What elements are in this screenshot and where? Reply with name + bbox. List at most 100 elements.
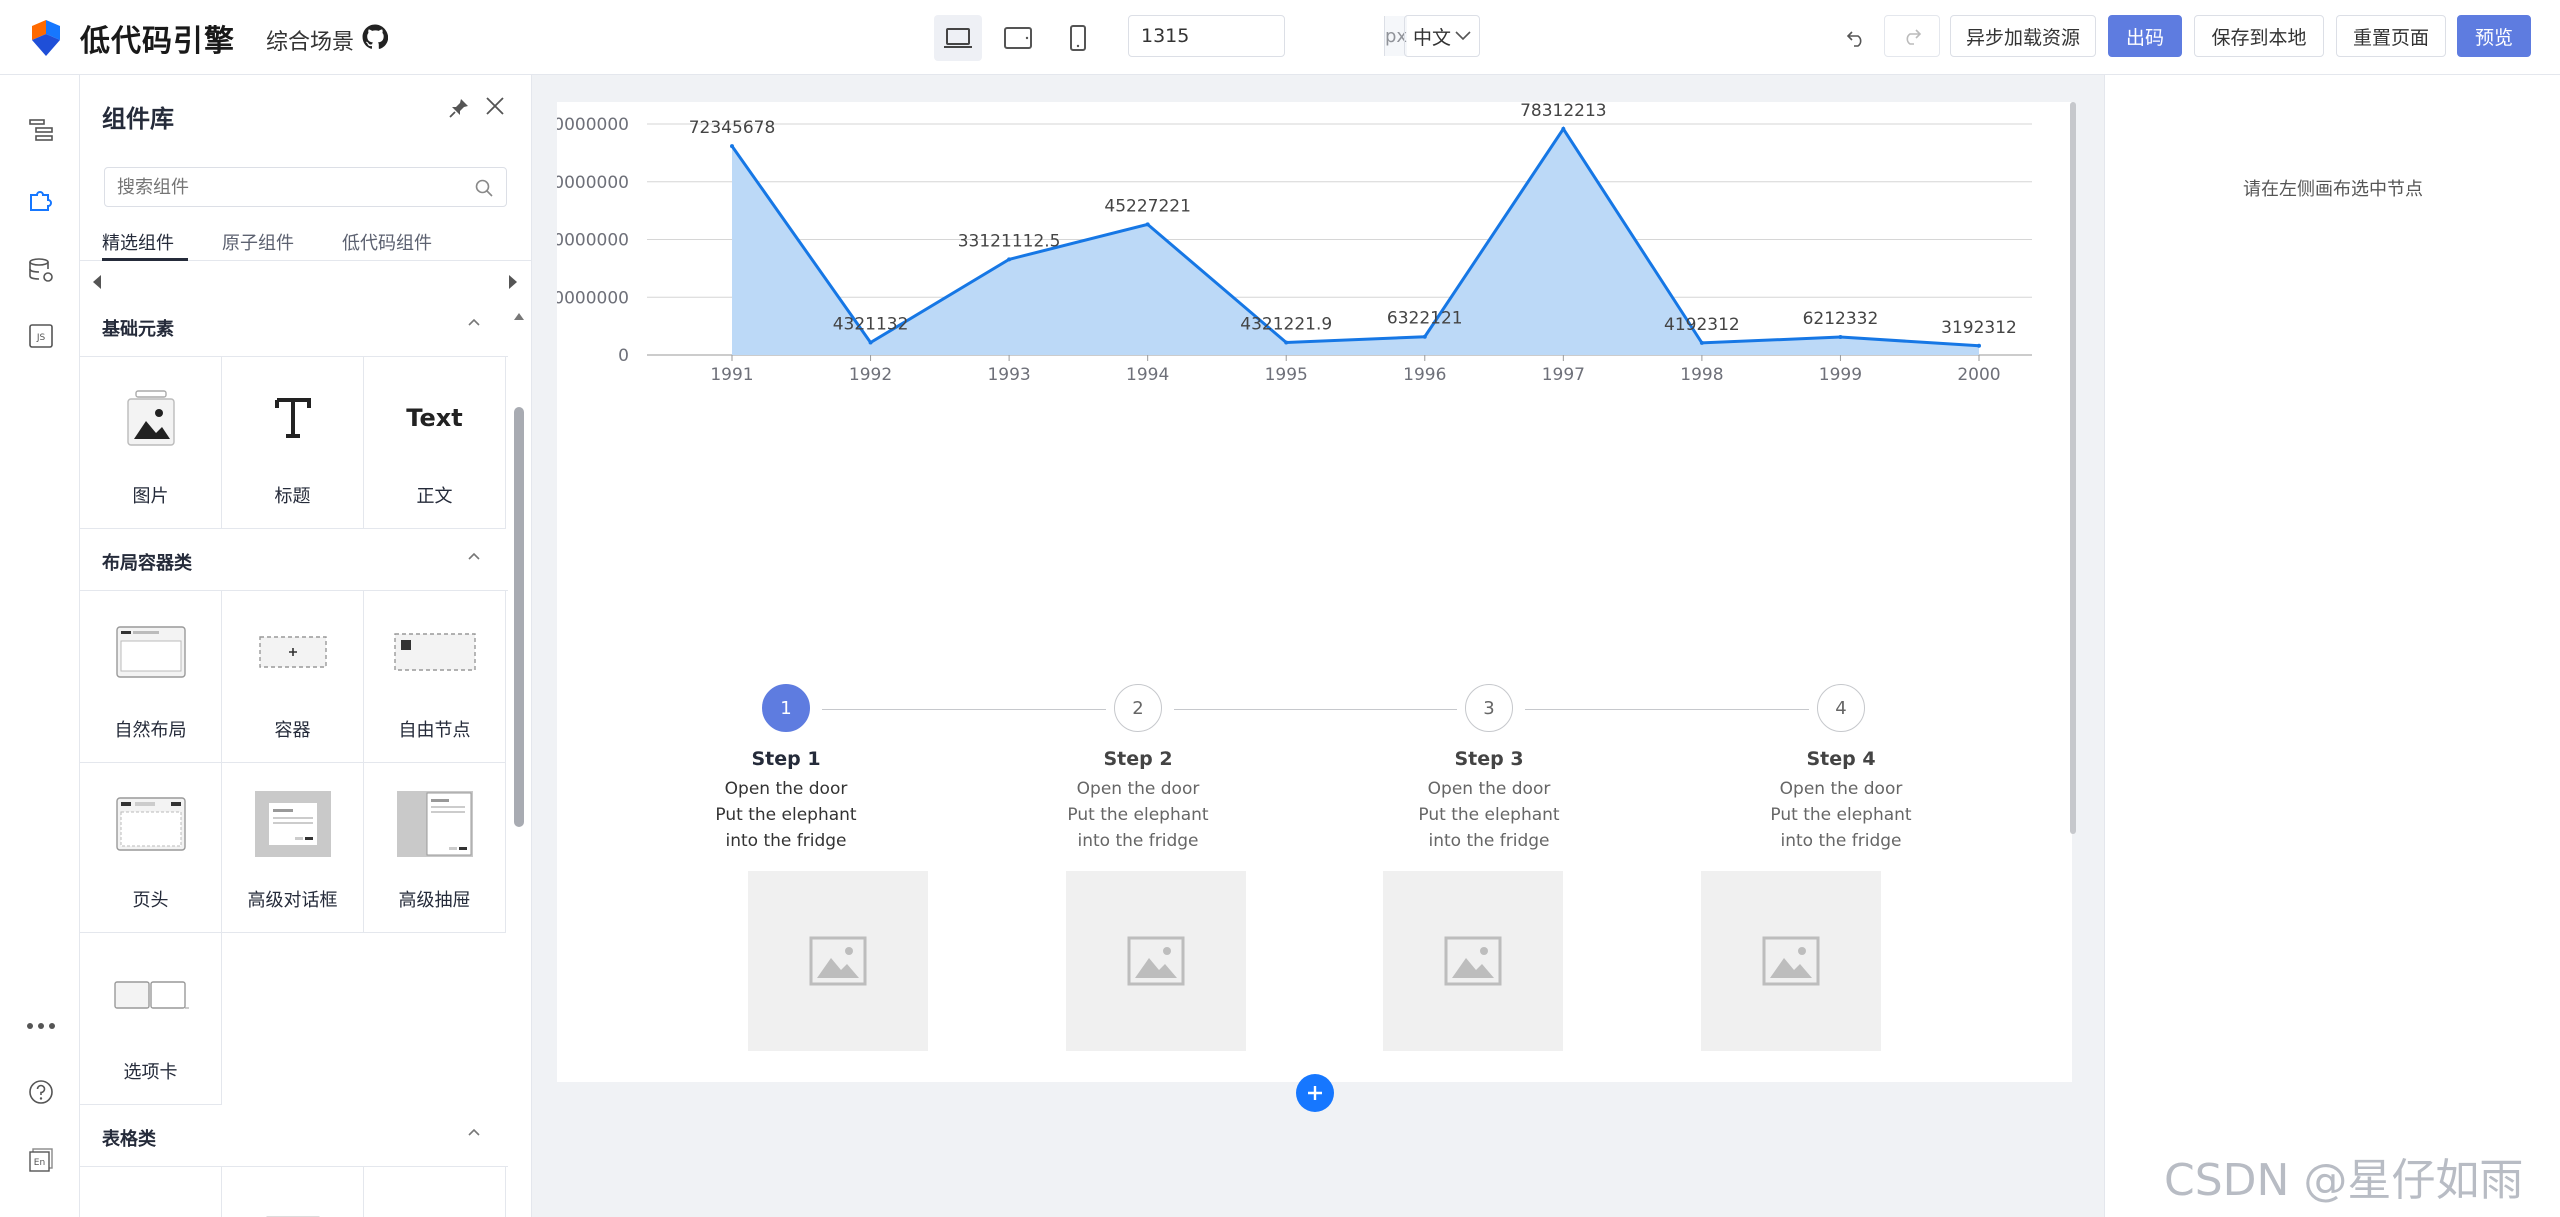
language-switch-button[interactable]: En <box>24 1143 58 1177</box>
component-table-item[interactable] <box>364 1167 506 1217</box>
data-label: 72345678 <box>689 118 776 138</box>
tablet-device-button[interactable] <box>994 15 1042 61</box>
data-point[interactable] <box>1284 340 1289 345</box>
tabs-component-icon <box>113 981 189 1009</box>
scroll-up-icon <box>514 313 524 320</box>
step-1[interactable]: 1 Step 1 Open the door Put the elephant … <box>711 684 861 854</box>
caret-right-icon[interactable] <box>508 275 518 289</box>
data-point[interactable] <box>1561 126 1566 131</box>
natural-layout-icon <box>115 626 186 678</box>
add-section-button[interactable] <box>1296 1074 1334 1112</box>
github-icon[interactable] <box>362 24 389 56</box>
data-point[interactable] <box>1977 343 1981 348</box>
component-panel: 组件库 精选组件 原子组件 低代码组件 基础元素 图片 标题 Text <box>80 75 532 1217</box>
more-button[interactable] <box>24 1009 58 1043</box>
x-tick-label: 1993 <box>987 365 1030 385</box>
image-placeholder[interactable] <box>748 871 928 1051</box>
undo-button[interactable] <box>1840 22 1872 54</box>
close-panel-button[interactable] <box>484 95 506 121</box>
step-connector <box>822 709 1106 710</box>
data-point[interactable] <box>868 340 873 345</box>
section-tables[interactable]: 表格类 <box>80 1105 508 1167</box>
component-table-item[interactable] <box>222 1167 364 1217</box>
section-layout-containers[interactable]: 布局容器类 <box>80 529 508 591</box>
data-point[interactable] <box>1007 257 1012 262</box>
step-description: Open the door Put the elephant into the … <box>715 779 857 851</box>
help-button[interactable] <box>24 1075 58 1109</box>
width-unit: px <box>1384 16 1408 56</box>
component-advanced-drawer[interactable]: 高级抽屉 <box>364 763 506 933</box>
table-component-icon <box>266 1216 319 1217</box>
section-basic-elements[interactable]: 基础元素 <box>80 295 508 357</box>
component-tabs[interactable]: 选项卡 <box>80 933 222 1105</box>
image-placeholder[interactable] <box>1066 871 1246 1051</box>
app-logo[interactable]: 低代码引擎 <box>28 18 235 59</box>
data-point[interactable] <box>1699 340 1704 345</box>
image-placeholder[interactable] <box>1701 871 1881 1051</box>
step-title: Step 4 <box>1806 748 1876 770</box>
data-source-button[interactable] <box>24 253 58 287</box>
component-free-node[interactable]: 自由节点 <box>364 591 506 763</box>
outline-tree-button[interactable] <box>24 113 58 147</box>
tablet-icon <box>1004 27 1032 49</box>
reset-page-button[interactable]: 重置页面 <box>2336 15 2446 57</box>
step-description: Open the door Put the elephant into the … <box>1770 779 1912 851</box>
watermark: CSDN @星仔如雨 <box>2164 1155 2524 1206</box>
component-heading[interactable]: 标题 <box>222 357 364 529</box>
component-label: 页头 <box>132 890 169 911</box>
component-label: 选项卡 <box>123 1062 178 1083</box>
save-local-button[interactable]: 保存到本地 <box>2194 15 2324 57</box>
tab-featured[interactable]: 精选组件 <box>102 233 174 254</box>
scroll-thumb[interactable] <box>514 407 524 827</box>
laptop-icon <box>944 28 972 48</box>
desktop-device-button[interactable] <box>934 15 982 61</box>
chevron-up-icon <box>468 1128 480 1136</box>
tab-lowcode[interactable]: 低代码组件 <box>342 233 432 254</box>
canvas-scrollbar[interactable] <box>2070 102 2076 834</box>
language-value: 中文 <box>1412 26 1451 49</box>
drawer-icon <box>396 791 473 857</box>
data-point[interactable] <box>730 144 734 149</box>
x-tick-label: 1997 <box>1542 365 1585 385</box>
canvas-width-input[interactable] <box>1129 16 1384 56</box>
component-library-button[interactable] <box>24 183 58 217</box>
pin-panel-button[interactable] <box>448 97 470 123</box>
step-description: Open the door Put the elephant into the … <box>1418 779 1560 851</box>
component-image[interactable]: 图片 <box>80 357 222 529</box>
outline-tree-icon <box>29 119 53 141</box>
async-load-button[interactable]: 异步加载资源 <box>1950 15 2096 57</box>
component-container[interactable]: 容器 <box>222 591 364 763</box>
component-advanced-dialog[interactable]: 高级对话框 <box>222 763 364 933</box>
phone-device-button[interactable] <box>1054 15 1102 61</box>
step-3[interactable]: 3 Step 3 Open the door Put the elephant … <box>1414 684 1564 854</box>
chevron-down-icon <box>1455 31 1471 41</box>
caret-left-icon[interactable] <box>92 275 102 289</box>
area-chart[interactable]: 0 20000000 40000000 60000000 80000000 1991 19… <box>557 102 2072 662</box>
section-title: 布局容器类 <box>102 553 192 574</box>
component-label: 高级抽屉 <box>398 890 471 911</box>
code-editor-button[interactable]: JS <box>24 319 58 353</box>
data-point[interactable] <box>1838 335 1843 340</box>
step-2[interactable]: 2 Step 2 Open the door Put the elephant … <box>1063 684 1213 854</box>
panel-scrollbar[interactable] <box>512 311 526 1191</box>
tab-atomic[interactable]: 原子组件 <box>222 233 294 254</box>
canvas-width-control: px <box>1128 15 1408 57</box>
image-placeholder[interactable] <box>1383 871 1563 1051</box>
step-title: Step 3 <box>1454 748 1524 770</box>
data-point[interactable] <box>1422 334 1427 339</box>
component-page-header[interactable]: 页头 <box>80 763 222 933</box>
redo-button[interactable] <box>1884 15 1940 57</box>
component-table-item[interactable] <box>80 1167 222 1217</box>
y-tick-label: 20000000 <box>557 288 629 308</box>
component-label: 正文 <box>416 486 453 507</box>
language-select[interactable]: 中文 <box>1404 15 1480 57</box>
data-point[interactable] <box>1145 222 1150 227</box>
component-natural-layout[interactable]: 自然布局 <box>80 591 222 763</box>
search-input[interactable] <box>105 168 506 206</box>
component-text[interactable]: Text 正文 <box>364 357 506 529</box>
step-4[interactable]: 4 Step 4 Open the door Put the elephant … <box>1766 684 1916 854</box>
scene-selector[interactable]: 综合场景 <box>266 24 389 56</box>
preview-button[interactable]: 预览 <box>2457 15 2531 57</box>
export-code-button[interactable]: 出码 <box>2108 15 2182 57</box>
logo-icon <box>28 20 64 56</box>
